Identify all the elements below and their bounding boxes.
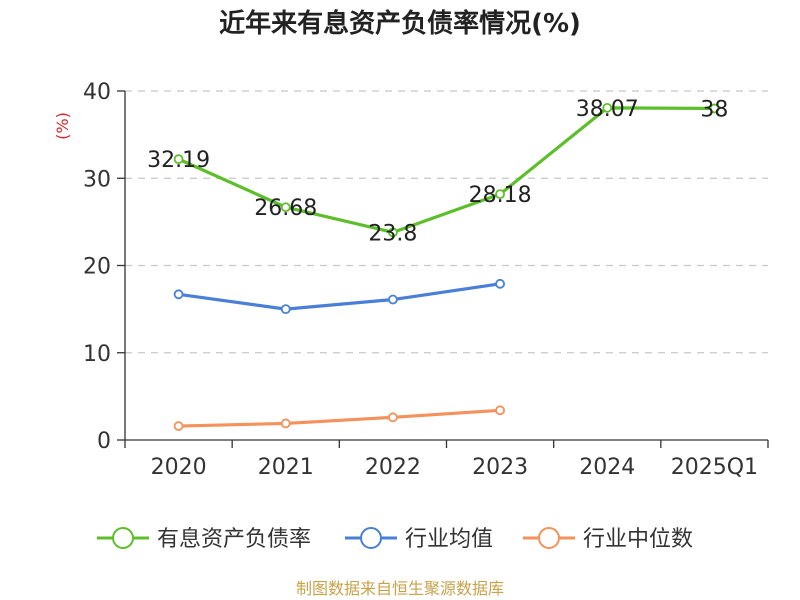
source-note: 制图数据来自恒生聚源数据库 [296,579,504,598]
legend-marker [112,527,134,549]
data-point [495,278,505,289]
data-point [602,102,613,113]
series-layer [173,102,720,431]
legend-item: 行业中位数 [523,527,693,552]
y-tick-label: 10 [83,342,111,367]
chart-title: 近年来有息资产负债率情况(%) [219,8,581,39]
legend-label: 行业中位数 [583,527,693,552]
data-point [280,304,291,315]
data-labels: 32.19 26.68 23.8 28.18 38.07 38 [147,97,728,247]
data-label: 38.07 [576,97,639,122]
data-point [388,412,398,423]
legend-item: 行业均值 [345,527,493,552]
legend-label: 有息资产负债率 [157,527,311,552]
data-label: 38 [700,97,728,122]
x-tick-label: 2025Q1 [671,455,758,480]
legend-label: 行业均值 [405,527,493,552]
x-tick-label: 2023 [472,455,528,480]
x-tick-label: 2021 [258,455,314,480]
legend-item: 有息资产负债率 [97,527,311,552]
data-label: 26.68 [254,196,317,221]
y-axis-label: (%) [53,112,72,140]
data-point [388,227,398,238]
series-line [178,282,501,311]
data-label: 32.19 [147,148,210,173]
series-有息资产负债率 [173,102,720,238]
y-tick-label: 20 [83,255,111,280]
data-point [280,418,291,429]
legend-marker [538,527,560,549]
data-point [173,289,184,300]
data-point [173,421,184,431]
x-tick-label: 2020 [151,455,207,480]
data-point [388,294,398,305]
axes [124,91,769,448]
legend-marker [360,527,382,549]
data-point [173,154,184,165]
x-tick-label: 2024 [579,455,635,480]
data-point [280,202,291,213]
x-tick-label: 2022 [365,455,421,480]
y-tick-labels: 0 10 20 30 40 [83,80,111,454]
series-行业中位数 [173,405,505,431]
data-point [495,189,505,200]
data-point [709,103,720,114]
series-行业均值 [173,278,505,315]
y-tick-label: 40 [83,80,111,105]
grid-lines [117,90,768,441]
data-point [495,405,505,416]
legend: 有息资产负债率 行业均值 行业中位数 [97,527,693,552]
series-line [177,106,715,234]
data-label: 23.8 [368,221,417,246]
series-line [178,408,501,428]
x-tick-labels: 2020 2021 2022 2023 2024 2025Q1 [151,455,758,480]
y-tick-label: 0 [97,429,111,454]
data-label: 28.18 [469,183,532,208]
y-tick-label: 30 [83,167,111,192]
